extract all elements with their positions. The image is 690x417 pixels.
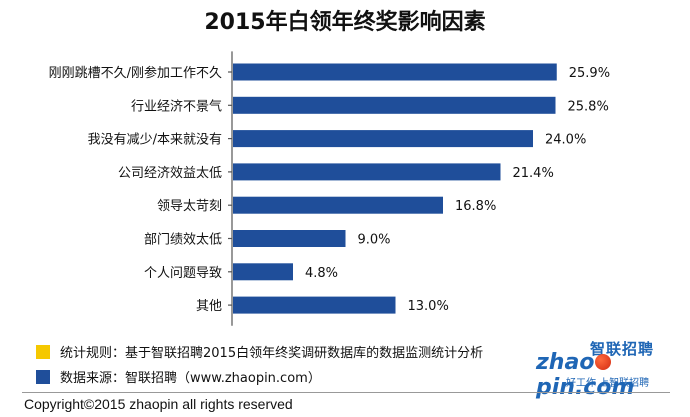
bar [233, 130, 533, 148]
bar [233, 230, 346, 247]
category-label: 行业经济不景气 [131, 98, 222, 114]
category-label: 我没有减少/本来就没有 [88, 133, 222, 148]
zhaopin-logo: 智联招聘 zhaopin.com 好工作 上智联招聘 [532, 336, 682, 400]
category-label: 部门绩效太低 [144, 233, 222, 248]
value-label: 25.8% [568, 99, 609, 114]
bar-chart: 刚刚跳槽不久/刚参加工作不久 25.9% 行业经济不景气 25.8% 我没有减少/本来就… [49, 51, 610, 326]
legend-source: 数据来源：智联招聘（www.zhaopin.com） [36, 367, 321, 386]
value-label: 4.8% [305, 266, 338, 281]
footer-divider [22, 392, 670, 393]
category-label: 领导太苛刻 [157, 199, 222, 214]
value-label: 16.8% [455, 199, 496, 214]
bar [233, 96, 556, 114]
bar [233, 296, 396, 314]
logo-dot-icon [595, 354, 612, 370]
bar [233, 196, 443, 214]
copyright-text: Copyright©2015 zhaopin all rights reserv… [24, 396, 293, 412]
category-label: 个人问题导致 [144, 266, 222, 281]
bar [233, 63, 557, 81]
bar [233, 263, 293, 281]
legend-source-label: 数据来源：智联招聘（www.zhaopin.com） [60, 371, 321, 386]
legend-area: 统计规则：基于智联招聘2015白领年终奖调研数据库的数据监测统计分析 数据来源：… [0, 333, 690, 393]
category-label: 刚刚跳槽不久/刚参加工作不久 [49, 65, 222, 81]
value-label: 25.9% [569, 66, 610, 81]
logo-cn-name: 智联招聘 [590, 340, 655, 358]
chart-title: 2015年白领年终奖影响因素 [204, 10, 486, 35]
value-label: 21.4% [513, 166, 554, 181]
category-label: 其他 [196, 299, 222, 314]
logo-slogan: 好工作 上智联招聘 [566, 378, 650, 389]
legend-rule-label: 统计规则：基于智联招聘2015白领年终奖调研数据库的数据监测统计分析 [60, 346, 484, 361]
value-label: 9.0% [358, 233, 391, 248]
bar [233, 163, 501, 181]
category-label: 公司经济效益太低 [118, 166, 222, 181]
logo-en-name: zhaopin.com [536, 350, 635, 400]
legend-rule: 统计规则：基于智联招聘2015白领年终奖调研数据库的数据监测统计分析 [36, 342, 483, 361]
legend-rule-swatch [36, 344, 50, 359]
value-label: 24.0% [545, 133, 586, 148]
value-label: 13.0% [408, 299, 449, 314]
legend-source-swatch [36, 369, 50, 384]
